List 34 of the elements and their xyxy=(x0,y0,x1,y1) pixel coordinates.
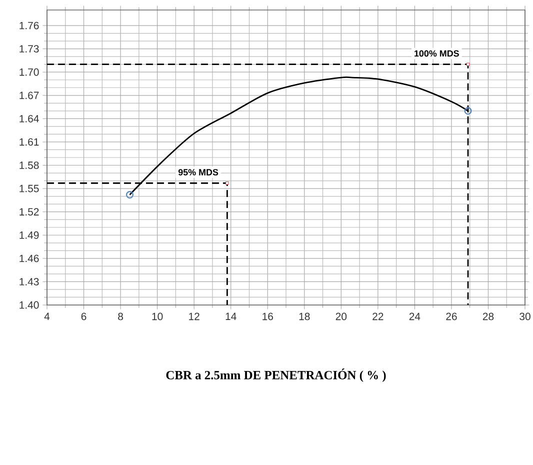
y-tick-label: 1.58 xyxy=(20,162,39,169)
x-axis-title: CBR a 2.5mm DE PENETRACIÓN ( % ) xyxy=(166,368,386,382)
annotation: 100% MDS xyxy=(414,50,459,57)
x-tick-label: 6 xyxy=(81,312,86,320)
annotation: 95% MDS xyxy=(178,169,218,176)
y-tick-label: 1.55 xyxy=(20,184,39,192)
x-tick-label: 4 xyxy=(44,312,50,320)
x-tick-label: 8 xyxy=(118,312,123,320)
point xyxy=(466,62,470,66)
y-tick-label: 1.61 xyxy=(20,138,39,146)
x-tick-label: 30 xyxy=(520,312,530,320)
y-tick-label: 1.46 xyxy=(20,254,39,262)
x-tick-label: 26 xyxy=(446,312,457,320)
x-tick-label: 16 xyxy=(262,312,273,320)
y-tick-label: 1.76 xyxy=(20,22,39,30)
y-tick-label: 1.40 xyxy=(20,301,39,309)
y-tick-label: 1.70 xyxy=(20,68,39,76)
y-tick-label: 1.64 xyxy=(20,114,39,122)
x-tick-label: 14 xyxy=(226,312,236,320)
y-tick-label: 1.43 xyxy=(20,278,39,286)
x-tick-label: 12 xyxy=(189,312,200,320)
y-tick-label: 1.52 xyxy=(20,208,39,216)
y-tick-label: 1.73 xyxy=(20,45,39,53)
point xyxy=(464,107,472,115)
y-tick-label: 1.49 xyxy=(20,231,39,239)
point xyxy=(126,191,134,198)
x-tick-label: 24 xyxy=(409,312,420,320)
x-tick-label: 18 xyxy=(299,312,310,320)
point xyxy=(226,182,229,185)
x-tick-label: 10 xyxy=(152,312,163,320)
y-tick-label: 1.67 xyxy=(20,92,39,100)
x-tick-label: 20 xyxy=(336,312,347,320)
x-tick-label: 28 xyxy=(482,312,494,320)
x-tick-label: 22 xyxy=(372,312,384,320)
